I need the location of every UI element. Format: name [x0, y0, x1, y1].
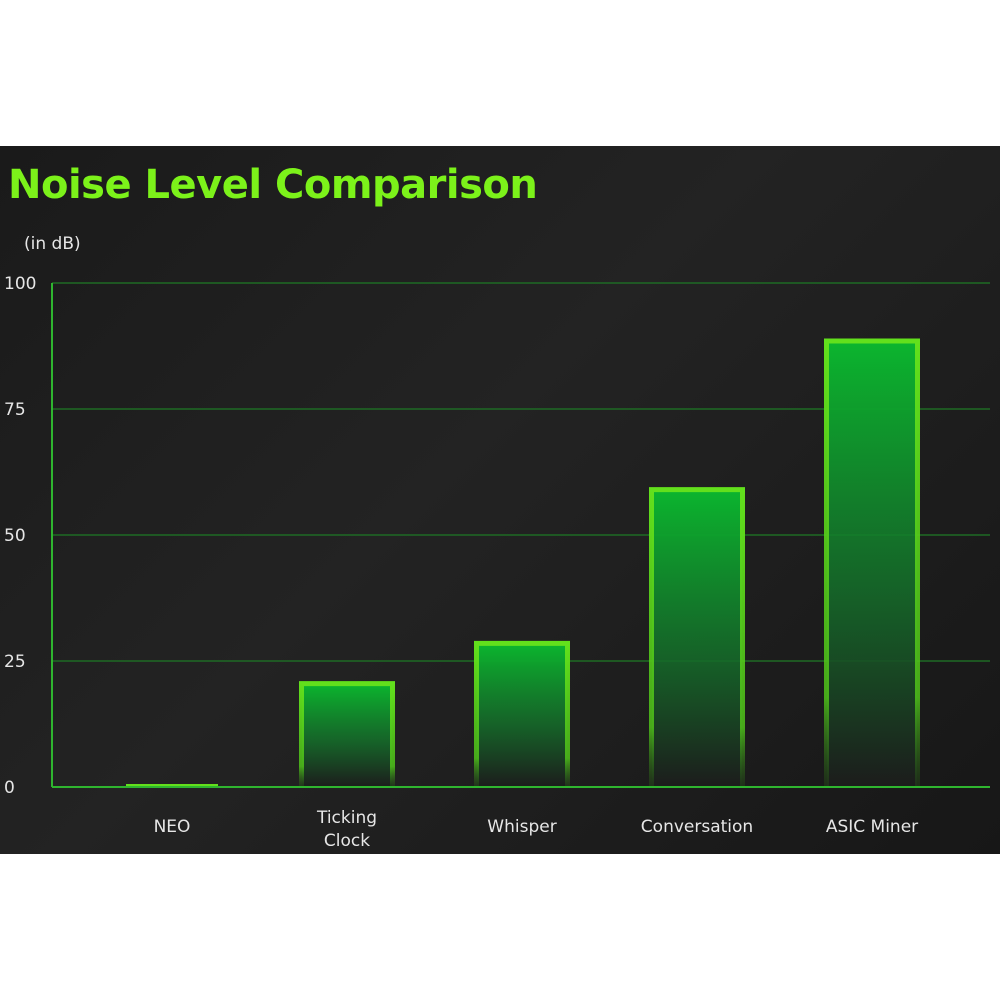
bar-fill	[126, 784, 218, 787]
x-tick-label: NEO	[154, 817, 191, 837]
bar-fill	[477, 643, 567, 787]
bars	[126, 338, 920, 787]
y-tick-label: 50	[4, 526, 26, 546]
chart-panel: Noise Level Comparison (in dB) 0 25 50 75 10…	[0, 146, 1000, 854]
y-tick-label: 75	[4, 400, 26, 420]
bar-fill	[827, 341, 917, 787]
bar	[126, 784, 218, 787]
bar	[474, 640, 570, 787]
y-tick-label: 25	[4, 652, 26, 672]
bar-fill	[652, 490, 742, 787]
bar-outline	[824, 338, 920, 787]
bar-chart: 0 25 50 75 100 NEO Ticking Clock Whisper Convers…	[4, 274, 990, 851]
x-tick-label: Whisper	[487, 817, 556, 837]
unit-label: (in dB)	[24, 234, 81, 254]
bar-fill	[302, 684, 392, 787]
bar	[824, 338, 920, 787]
y-axis-ticks: 0 25 50 75 100	[4, 274, 36, 798]
bar	[649, 487, 745, 787]
bar-outline	[299, 681, 395, 787]
bar	[299, 681, 395, 787]
x-axis-labels: NEO Ticking Clock Whisper Conversation ASIC M…	[154, 808, 919, 851]
x-tick-label: Conversation	[641, 817, 753, 837]
bar-outline	[474, 640, 570, 787]
axes	[51, 283, 990, 788]
chart-title: Noise Level Comparison	[8, 162, 538, 208]
bar-outline	[649, 487, 745, 787]
x-tick-label: Ticking Clock	[316, 808, 377, 851]
y-tick-label: 100	[4, 274, 36, 294]
x-tick-label: ASIC Miner	[826, 817, 918, 837]
y-tick-label: 0	[4, 778, 15, 798]
